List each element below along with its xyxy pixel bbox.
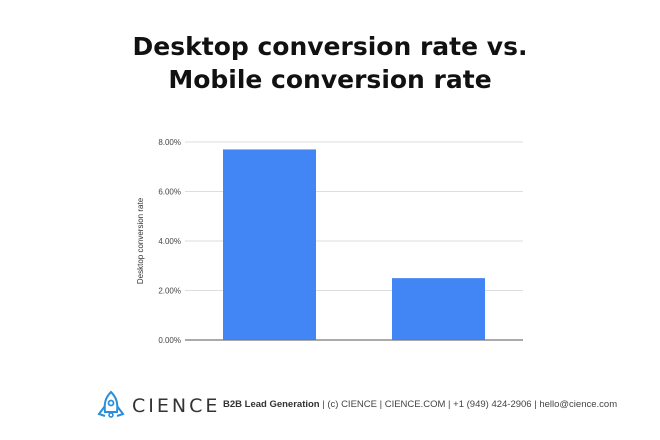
y-tick-label: 0.00% [158, 336, 181, 345]
y-tick-label: 6.00% [158, 188, 181, 197]
chart-title: Desktop conversion rate vs. Mobile conve… [0, 30, 660, 96]
y-tick-label: 4.00% [158, 237, 181, 246]
title-line-1: Desktop conversion rate vs. [132, 32, 528, 61]
brand-name: CIENCE [132, 395, 221, 417]
y-tick-label: 2.00% [158, 287, 181, 296]
footer-tagline: B2B Lead Generation [223, 399, 320, 410]
y-axis-label: Desktop conversion rate [136, 197, 145, 284]
footer-text: B2B Lead Generation | (c) CIENCE | CIENC… [223, 399, 617, 410]
bar [392, 278, 485, 340]
y-tick-label: 8.00% [158, 138, 181, 147]
bar-chart: 0.00% 2.00% 4.00% 6.00% 8.00% Desktop convers… [136, 138, 523, 345]
footer-contact: | (c) CIENCE | CIENCE.COM | +1 (949) 424… [319, 399, 618, 410]
title-line-2: Mobile conversion rate [168, 65, 492, 94]
rocket-logo-icon [97, 390, 125, 418]
bar [223, 149, 316, 340]
